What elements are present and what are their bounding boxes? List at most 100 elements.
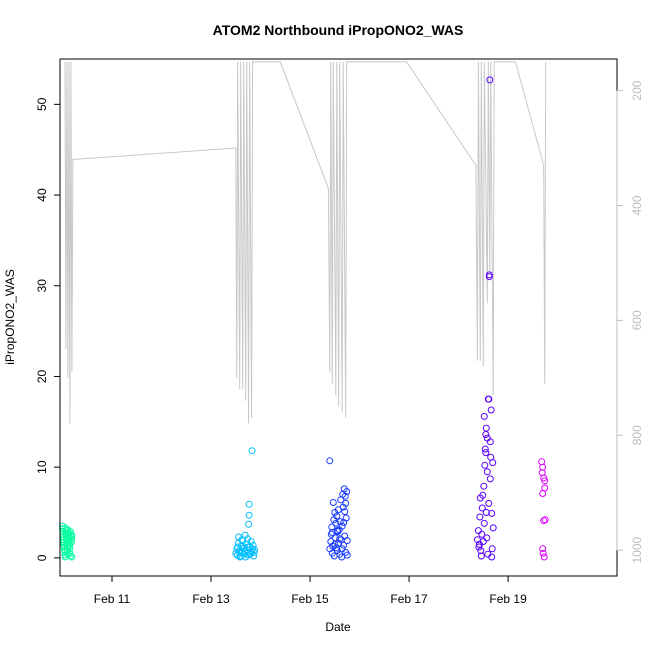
data-point-5-8 bbox=[539, 549, 547, 557]
data-point-4-22 bbox=[485, 271, 493, 279]
pressure-tick-label-2: 400 bbox=[630, 195, 644, 215]
data-point-2-38 bbox=[242, 549, 250, 557]
pressure-tick-label-5: 1000 bbox=[630, 536, 644, 563]
data-point-3-45 bbox=[340, 519, 348, 526]
data-point-3-44 bbox=[342, 499, 350, 507]
data-point-1-40 bbox=[68, 532, 76, 540]
x-tick-label-5: Feb 19 bbox=[489, 592, 527, 606]
data-point-2-13 bbox=[241, 531, 249, 539]
data-point-4-20 bbox=[485, 499, 493, 507]
data-point-4-2 bbox=[474, 527, 482, 535]
data-point-3-15 bbox=[333, 512, 341, 520]
data-point-4-11 bbox=[480, 519, 488, 527]
data-point-4-33 bbox=[480, 412, 488, 420]
data-point-1-33 bbox=[66, 552, 74, 560]
pressure-tick-label-3: 600 bbox=[630, 310, 644, 330]
data-point-4-14 bbox=[482, 431, 490, 438]
y-axis-label: iPropONO2_WAS bbox=[3, 269, 17, 365]
data-point-5-9 bbox=[540, 553, 548, 561]
data-point-4-39 bbox=[475, 540, 483, 548]
data-point-4-6 bbox=[477, 547, 485, 555]
y-tick-label-2: 10 bbox=[35, 460, 49, 474]
data-point-4-31 bbox=[477, 552, 485, 560]
data-point-1-37 bbox=[67, 536, 75, 544]
data-point-4-10 bbox=[480, 482, 488, 490]
data-point-4-37 bbox=[486, 438, 494, 446]
data-point-3-7 bbox=[329, 542, 337, 550]
data-point-4-23 bbox=[486, 76, 494, 84]
data-point-1-30 bbox=[65, 542, 73, 550]
data-point-4-24 bbox=[486, 475, 494, 483]
data-point-5-7 bbox=[539, 545, 547, 553]
data-point-4-7 bbox=[478, 530, 486, 538]
data-point-3-8 bbox=[329, 499, 337, 506]
data-point-1-39 bbox=[68, 553, 76, 561]
data-point-3-26 bbox=[338, 522, 346, 530]
data-point-2-33 bbox=[246, 550, 254, 558]
data-point-3-43 bbox=[343, 551, 351, 559]
data-point-1-34 bbox=[66, 528, 74, 536]
data-point-2-25 bbox=[248, 447, 256, 455]
chart-title: ATOM2 Northbound iPropONO2_WAS bbox=[213, 22, 464, 38]
data-point-2-39 bbox=[244, 535, 252, 543]
data-point-1-31 bbox=[66, 545, 74, 553]
data-point-1-32 bbox=[66, 549, 74, 557]
data-point-5-11 bbox=[538, 469, 546, 477]
data-point-4-38 bbox=[488, 553, 496, 561]
data-point-4-4 bbox=[476, 513, 484, 521]
data-point-4-29 bbox=[489, 459, 497, 467]
data-point-2-19 bbox=[245, 511, 253, 519]
data-point-2-36 bbox=[236, 553, 244, 561]
data-point-5-12 bbox=[541, 516, 549, 524]
data-point-3-38 bbox=[331, 540, 339, 548]
data-point-4-17 bbox=[483, 468, 491, 476]
y-tick-label-3: 20 bbox=[35, 369, 49, 383]
data-point-2-28 bbox=[250, 548, 258, 556]
data-point-5-6 bbox=[540, 517, 548, 525]
data-point-4-13 bbox=[481, 445, 489, 453]
pressure-trace-layer bbox=[64, 61, 547, 424]
data-point-4-34 bbox=[482, 449, 490, 457]
data-point-3-41 bbox=[338, 545, 346, 553]
data-point-5-10 bbox=[541, 477, 549, 485]
data-point-2-34 bbox=[249, 541, 257, 549]
y-tick-label-4: 30 bbox=[35, 279, 49, 293]
data-point-4-28 bbox=[488, 545, 496, 553]
pressure-trace-line bbox=[64, 61, 547, 424]
y-tick-label-5: 40 bbox=[35, 188, 49, 202]
data-point-5-1 bbox=[538, 458, 546, 466]
x-tick-label-1: Feb 11 bbox=[94, 592, 131, 606]
data-point-3-1 bbox=[326, 457, 334, 465]
y-tick-label-1: 0 bbox=[35, 554, 49, 561]
data-point-4-40 bbox=[482, 509, 490, 516]
data-point-3-13 bbox=[332, 519, 340, 527]
data-point-5-5 bbox=[539, 490, 547, 497]
data-point-3-39 bbox=[333, 527, 341, 535]
data-point-2-20 bbox=[245, 500, 253, 508]
data-point-2-40 bbox=[251, 546, 259, 554]
data-point-3-32 bbox=[341, 492, 349, 500]
data-point-4-16 bbox=[483, 534, 491, 542]
pressure-tick-label-4: 800 bbox=[630, 425, 644, 445]
data-point-4-36 bbox=[485, 395, 493, 403]
data-point-4-15 bbox=[482, 424, 490, 432]
data-point-4-32 bbox=[479, 491, 487, 499]
data-point-3-22 bbox=[336, 518, 344, 526]
x-axis: Feb 11 Feb 13 Feb 15 Feb 17 Feb 19 bbox=[94, 576, 527, 606]
data-points-layer bbox=[59, 76, 549, 561]
y-tick-label-6: 50 bbox=[35, 97, 49, 111]
data-point-4-8 bbox=[478, 504, 486, 512]
data-point-3-36 bbox=[343, 537, 351, 545]
data-point-4-26 bbox=[487, 406, 495, 414]
data-point-3-40 bbox=[336, 535, 344, 543]
data-point-4-12 bbox=[481, 461, 489, 469]
data-point-4-3 bbox=[475, 543, 483, 551]
data-point-3-16 bbox=[333, 547, 341, 555]
pressure-tick-label-1: 200 bbox=[630, 80, 644, 100]
pressure-axis: 200 400 600 800 1000 bbox=[616, 80, 644, 564]
data-point-3-29 bbox=[340, 541, 348, 549]
data-point-5-2 bbox=[539, 463, 547, 471]
x-tick-label-2: Feb 13 bbox=[192, 592, 230, 606]
y-axis: 0 10 20 30 40 50 bbox=[35, 97, 61, 561]
